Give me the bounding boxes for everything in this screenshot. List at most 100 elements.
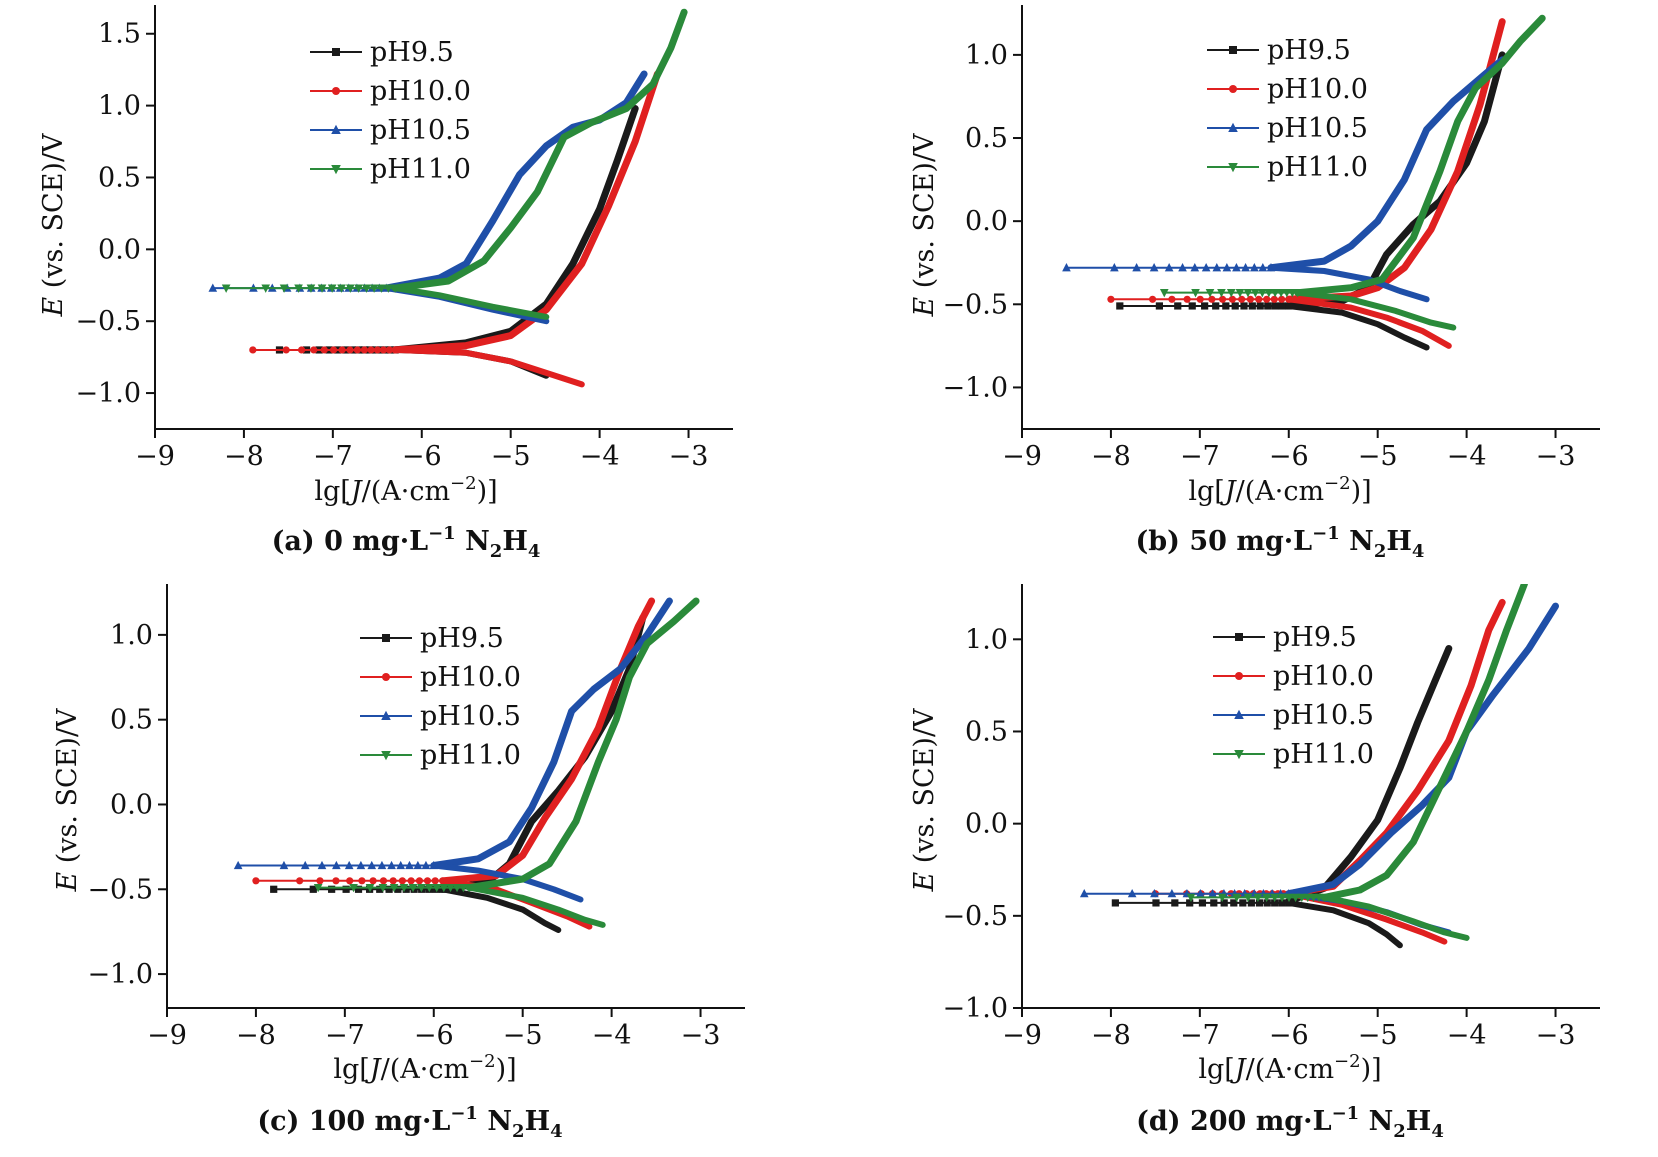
x-tick-label: −5	[491, 441, 531, 472]
series-marker	[1201, 302, 1209, 310]
series-marker	[1218, 295, 1227, 303]
chart-panel-4: −9 −8 −7 −6 −5 −4 −3 −1.0 −0.5 0.0 0.5 1.0 lg[J/(A·c…	[909, 584, 1600, 1142]
legend-label: pH9.5	[1267, 35, 1351, 66]
series-marker	[337, 284, 346, 293]
y-tick-label: 0.0	[965, 206, 1008, 237]
series-marker	[1171, 899, 1179, 907]
series-marker	[402, 885, 410, 893]
series-marker	[398, 877, 406, 885]
x-tick-label: −5	[503, 1020, 543, 1051]
series-marker	[424, 883, 434, 893]
panel-caption: (b) 50 mg·L−1 N2H4	[1136, 523, 1425, 562]
series-marker	[365, 883, 375, 893]
series-marker	[1251, 289, 1260, 298]
series-marker	[1217, 893, 1227, 903]
series-marker	[1270, 893, 1279, 903]
legend-label: pH10.0	[420, 662, 521, 693]
y-tick-label: 1.0	[965, 40, 1008, 71]
series-pH11.0	[1186, 584, 1528, 941]
y-tick-label: 1.0	[965, 624, 1008, 655]
series-pH9.5	[1111, 645, 1453, 949]
legend-label: pH10.5	[1267, 113, 1368, 144]
series-marker	[369, 284, 379, 293]
x-axis-title: lg[J/(A·cm−2)]	[1198, 1051, 1381, 1085]
series-marker	[415, 877, 424, 885]
series-marker	[1159, 289, 1169, 298]
legend-marker	[331, 165, 341, 175]
series-pH10.5	[233, 597, 673, 903]
series-marker	[1062, 263, 1071, 272]
y-tick-label: −1.0	[942, 993, 1008, 1024]
chart-panel-2: −9 −8 −7 −6 −5 −4 −3 −1.0 −0.5 0.0 0.5 1.0 lg[J/(A·c…	[909, 5, 1600, 562]
x-tick-label: −9	[147, 1020, 187, 1051]
series-marker	[1278, 295, 1286, 303]
series-anodic-branch	[1320, 584, 1528, 901]
series-cathodic-branch	[392, 285, 550, 320]
series-marker	[1271, 302, 1279, 310]
y-tick-label: −1.0	[942, 372, 1008, 403]
legend-label: pH9.5	[370, 37, 454, 68]
series-marker	[358, 877, 366, 885]
series-marker	[1232, 263, 1241, 272]
series-marker	[377, 284, 386, 293]
x-tick-label: −9	[135, 441, 175, 472]
y-tick-label: −1.0	[87, 959, 153, 990]
x-tick-label: −4	[1447, 441, 1487, 472]
series-marker	[1278, 899, 1286, 907]
legend-label: pH11.0	[1273, 739, 1374, 770]
legend-label: pH10.0	[1267, 74, 1368, 105]
legend-marker	[1228, 163, 1238, 173]
series-marker	[346, 877, 354, 885]
plot-area	[208, 8, 688, 388]
series-marker	[379, 346, 388, 354]
panel-caption: (d) 200 mg·L−1 N2H4	[1136, 1103, 1444, 1142]
legend-label: pH11.0	[1267, 152, 1368, 183]
series-marker	[413, 860, 423, 870]
series-marker	[1210, 899, 1218, 907]
series-marker	[298, 346, 306, 354]
x-tick-label: −7	[1180, 1020, 1220, 1051]
series-marker	[1235, 289, 1245, 298]
series-marker	[378, 883, 388, 893]
series-marker	[1247, 899, 1255, 907]
legend-marker	[381, 710, 391, 720]
x-tick-label: −6	[414, 1020, 454, 1051]
x-tick-label: −3	[1536, 441, 1576, 472]
series-marker	[376, 885, 384, 893]
series-anodic-branch	[465, 597, 700, 892]
series-marker	[367, 346, 375, 354]
series-marker	[233, 860, 243, 870]
series-marker	[1190, 263, 1200, 272]
legend: pH9.5 pH10.0 pH10.5 pH11.0	[310, 37, 471, 185]
series-marker	[399, 883, 409, 893]
series-marker	[1264, 289, 1274, 298]
series-marker	[316, 877, 324, 885]
series-marker	[1239, 899, 1247, 907]
x-tick-label: −7	[1180, 441, 1220, 472]
legend-marker	[382, 634, 390, 642]
series-pH10.0	[249, 70, 661, 388]
y-axis-title: E (vs. SCE)/V	[909, 708, 940, 893]
series-cathodic-branch	[1321, 894, 1470, 941]
series-marker	[421, 860, 431, 870]
x-tick-label: −3	[681, 1020, 721, 1051]
series-marker	[1232, 893, 1242, 903]
series-marker	[384, 284, 393, 293]
series-marker	[1263, 899, 1271, 907]
series-marker	[338, 346, 346, 354]
series-marker	[452, 883, 462, 893]
series-marker	[431, 877, 439, 885]
legend-marker	[331, 124, 341, 134]
series-marker	[356, 860, 366, 870]
series-marker	[252, 877, 260, 885]
series-marker	[1110, 263, 1119, 272]
panel-caption: (c) 100 mg·L−1 N2H4	[257, 1103, 562, 1142]
series-marker	[346, 284, 355, 293]
x-tick-label: −5	[1358, 1020, 1398, 1051]
series-marker	[385, 346, 394, 354]
legend: pH9.5 pH10.0 pH10.5 pH11.0	[1213, 622, 1374, 770]
series-marker	[417, 883, 426, 893]
series-pH11.0	[313, 597, 700, 928]
legend-label: pH10.5	[370, 115, 471, 146]
x-tick-label: −6	[402, 441, 442, 472]
